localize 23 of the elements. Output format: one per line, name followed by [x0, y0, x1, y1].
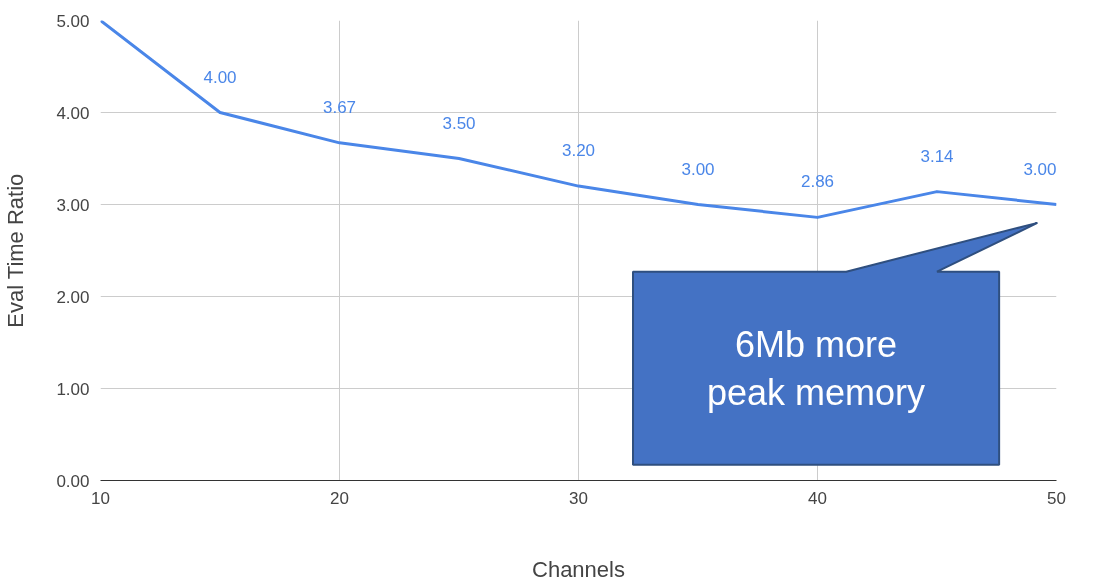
x-tick-label: 20	[330, 488, 349, 508]
data-label: 3.00	[681, 159, 715, 179]
x-tick-label: 10	[91, 488, 110, 508]
data-label: 4.00	[203, 67, 237, 87]
y-tick-label: 0.00	[56, 471, 90, 491]
data-label: 3.50	[442, 113, 476, 133]
x-tick-label: 30	[569, 488, 588, 508]
x-tick-label: 50	[1047, 488, 1066, 508]
y-axis-title: Eval Time Ratio	[3, 173, 29, 328]
data-label: 3.14	[920, 146, 954, 166]
data-label: 2.86	[800, 172, 835, 192]
line-series	[100, 20, 1057, 219]
y-tick-label: 2.00	[56, 287, 90, 307]
data-label: 3.20	[561, 141, 596, 161]
x-axis-title: Channels	[532, 556, 625, 582]
y-tick-label: 3.00	[56, 195, 90, 215]
y-tick-label: 5.00	[56, 11, 90, 31]
x-tick-label: 40	[808, 488, 827, 508]
data-label: 3.00	[1023, 159, 1057, 179]
annotation: 6Mb more peak memory	[707, 323, 926, 413]
data-label: 3.67	[322, 97, 357, 117]
y-tick-label: 4.00	[56, 103, 90, 123]
y-tick-label: 1.00	[56, 379, 90, 399]
